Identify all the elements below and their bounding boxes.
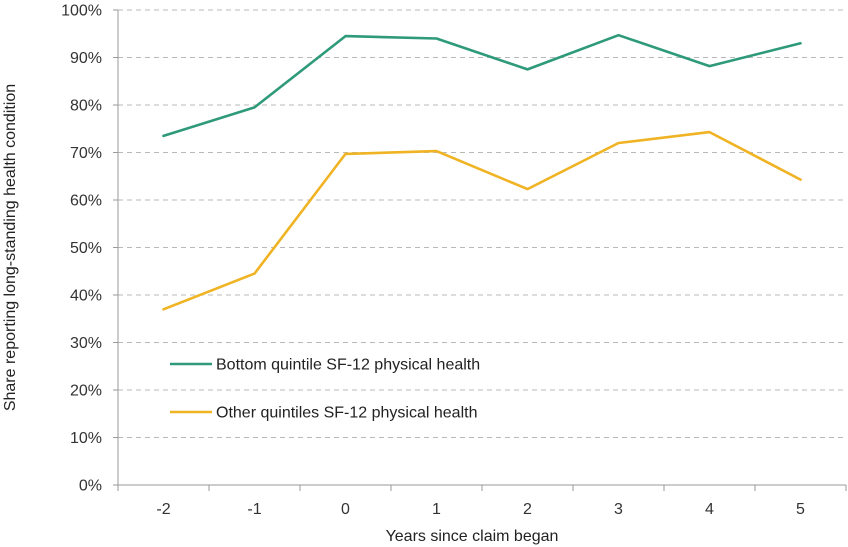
axes: 0% 10% 20% 30% 40% 50% 60% 70% 80% 90% 100% -2 -1 0 1 2… (61, 3, 847, 518)
x-tick-label: 1 (432, 501, 441, 518)
y-tick-label: 100% (61, 3, 102, 20)
x-tick-label: 4 (705, 501, 714, 518)
x-tick-label: 0 (341, 501, 350, 518)
y-tick-label: 40% (70, 288, 102, 305)
series-line-2 (162, 130, 802, 311)
y-tick-label: 90% (70, 50, 102, 67)
y-tick-label: 30% (70, 335, 102, 352)
x-tick-label: 2 (523, 501, 532, 518)
x-axis-title: Years since claim began (386, 528, 559, 545)
x-tick-label: -2 (156, 501, 170, 518)
y-tick-label: 50% (70, 240, 102, 257)
x-tick-label: 5 (796, 501, 805, 518)
y-tick-label: 20% (70, 383, 102, 400)
gridlines (118, 9, 846, 438)
legend-label: Bottom quintile SF-12 physical health (216, 357, 480, 374)
x-tick-label: 3 (614, 501, 623, 518)
series-line-1 (162, 33, 802, 138)
y-axis-title: Share reporting long-standing health con… (2, 84, 19, 411)
y-tick-label: 70% (70, 145, 102, 162)
legend-label: Other quintiles SF-12 physical health (216, 405, 477, 422)
legend: Bottom quintile SF-12 physical health Oth… (170, 357, 480, 422)
y-tick-label: 10% (70, 430, 102, 447)
y-tick-label: 60% (70, 193, 102, 210)
x-tick-label: -1 (247, 501, 261, 518)
series-lines (162, 33, 802, 311)
y-tick-label: 80% (70, 98, 102, 115)
y-tick-label: 0% (79, 478, 102, 495)
